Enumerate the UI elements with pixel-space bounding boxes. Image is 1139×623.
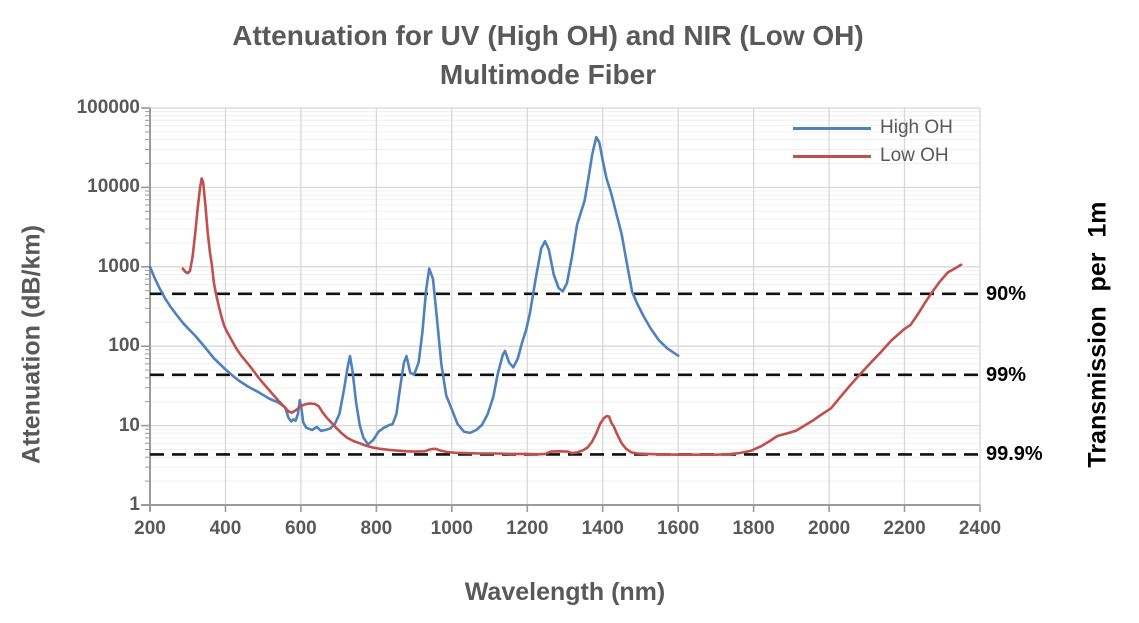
- x-tick-label: 2400: [958, 518, 1002, 539]
- x-tick-label: 800: [360, 518, 393, 539]
- chart-title-line2: Multimode Fiber: [439, 59, 657, 90]
- legend: High OH Low OH: [793, 114, 953, 170]
- y-axis-title: Attenuation (dB/km): [17, 225, 46, 464]
- series-low-oh: [181, 177, 963, 456]
- y-tick-label: 10000: [87, 176, 140, 198]
- y-tick-label: 10: [118, 414, 140, 436]
- legend-line-swatch: [793, 154, 871, 158]
- x-tick-label: 1400: [581, 518, 624, 539]
- legend-label: High OH: [880, 117, 953, 138]
- legend-item: Low OH: [793, 142, 953, 170]
- y-tick-label: 100: [108, 335, 140, 357]
- x-tick-label: 600: [285, 518, 317, 539]
- x-tick-label: 1600: [657, 518, 700, 539]
- y-tick-label: 1000: [97, 255, 140, 277]
- legend-line-swatch: [793, 126, 871, 130]
- x-tick-label: 200: [134, 518, 166, 539]
- transmission-ref-label: 90%: [986, 282, 1027, 305]
- transmission-ref-label: 99%: [986, 363, 1027, 386]
- x-tick-label: 1800: [732, 518, 775, 539]
- x-tick-label: 2200: [883, 518, 926, 539]
- x-tick-label: 1000: [430, 518, 473, 539]
- x-tick-label: 1200: [506, 518, 549, 539]
- y-tick-label: 100000: [76, 97, 140, 118]
- right-axis-title: Transmission per 1m: [1083, 201, 1112, 468]
- x-axis-title: Wavelength (nm): [464, 578, 666, 606]
- y-tick-label: 1: [129, 494, 140, 515]
- chart-title-line1: Attenuation for UV (High OH) and NIR (Lo…: [232, 20, 864, 51]
- chart-title: Attenuation for UV (High OH) and NIR (Lo…: [0, 16, 1096, 94]
- legend-label: Low OH: [880, 145, 949, 166]
- legend-item: High OH: [793, 114, 953, 142]
- x-tick-label: 2000: [807, 518, 851, 539]
- x-tick-label: 400: [209, 518, 242, 539]
- transmission-ref-label: 99.9%: [986, 443, 1043, 466]
